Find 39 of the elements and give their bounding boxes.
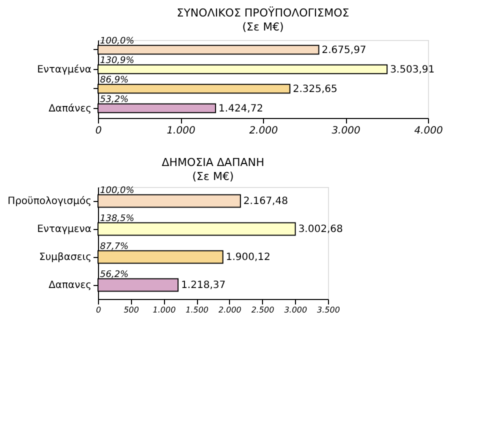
data-label: 3.503,91 xyxy=(390,64,435,76)
x-tick-label: 1.000 xyxy=(152,306,176,314)
annotation: 87,7% xyxy=(100,242,129,252)
annotation: 100,0% xyxy=(100,186,134,196)
x-tick-label: 3.000 xyxy=(332,126,360,136)
x-tick-label: 2.000 xyxy=(218,306,242,314)
data-label: 1.900,12 xyxy=(226,252,270,263)
x-tick-label: 2.500 xyxy=(251,306,274,314)
data-label: 1.424,72 xyxy=(218,103,264,114)
annotation: 130,9% xyxy=(100,56,134,66)
annotation: 53,2% xyxy=(100,94,129,105)
annotation: 100,0% xyxy=(100,36,134,46)
annotation: 56,2% xyxy=(100,270,129,280)
y-tick-label: Συμβασεις xyxy=(39,252,92,263)
y-tick-label: Δαπάνες xyxy=(48,103,92,114)
data-label: 2.325,65 xyxy=(292,84,338,95)
x-tick-label: 500 xyxy=(124,306,139,314)
data-label: 2.675,97 xyxy=(322,44,366,56)
chart-subtitle: (Σε Μ€) xyxy=(192,170,234,183)
x-tick-label: 1.500 xyxy=(186,306,209,314)
chart-title: ΣΥΝΟΛΙΚΟΣ ΠΡΟΫΠΟΛΟΓΙΣΜΟΣ xyxy=(176,5,350,20)
chart-subtitle: (Σε Μ€) xyxy=(242,20,284,34)
chart-title: ΔΗΜΟΣΙΑ ΔΑΠΑΝΗ xyxy=(162,156,264,169)
y-tick-label: Προϋπολογισμός xyxy=(8,196,92,207)
x-tick-label: 0 xyxy=(96,306,102,314)
y-tick-label: Δαπανες xyxy=(48,280,92,291)
y-tick-label: Ενταγμενα xyxy=(37,224,92,235)
x-tick-label: 3.500 xyxy=(317,306,340,314)
x-tick-label: 4.000 xyxy=(414,126,443,136)
data-label: 1.218,37 xyxy=(181,280,226,291)
x-tick-label: 1.000 xyxy=(166,126,196,136)
x-tick-label: 3.000 xyxy=(284,306,308,314)
x-tick-label: 2.000 xyxy=(249,126,278,136)
x-tick-label: 0 xyxy=(95,126,102,136)
annotation: 86,9% xyxy=(100,75,129,86)
data-label: 3.002,68 xyxy=(298,224,343,235)
annotation: 138,5% xyxy=(100,214,134,224)
y-tick-label: Ενταγμένα xyxy=(37,64,92,76)
data-label: 2.167,48 xyxy=(243,196,288,207)
